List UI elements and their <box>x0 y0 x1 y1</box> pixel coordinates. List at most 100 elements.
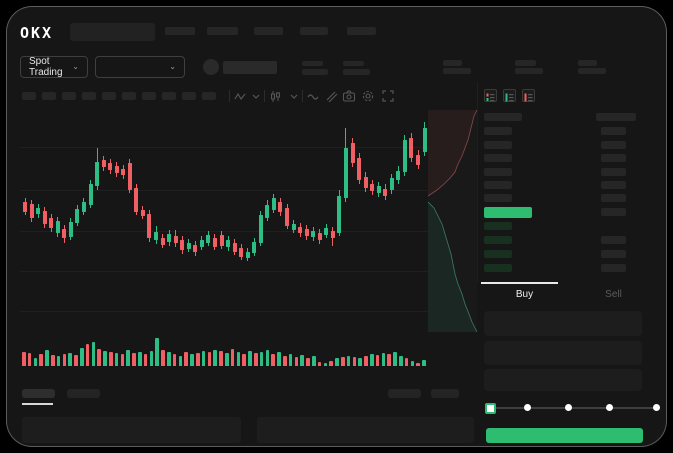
pair-select-dropdown[interactable]: ⌄ <box>95 56 185 78</box>
amount-input[interactable] <box>484 341 642 365</box>
orders-tab[interactable] <box>67 389 100 398</box>
candlestick-chart[interactable] <box>20 108 428 332</box>
depth-chart[interactable] <box>427 109 478 333</box>
total-input[interactable] <box>484 369 642 391</box>
candle-body <box>49 218 54 228</box>
timeframe-button-placeholder[interactable] <box>162 92 176 100</box>
ask-amount-placeholder <box>601 194 626 202</box>
candle-body <box>81 202 86 212</box>
timeframe-button-placeholder[interactable] <box>182 92 196 100</box>
volume-bar <box>259 352 264 366</box>
orders-filter[interactable] <box>431 389 459 398</box>
ticker-stat-value-placeholder <box>443 68 471 74</box>
candle-body <box>370 184 375 191</box>
candle-body <box>55 221 60 233</box>
nav-item-placeholder[interactable] <box>254 27 283 35</box>
candle-body <box>167 234 172 242</box>
candle-body <box>416 155 420 165</box>
volume-bar <box>201 351 206 366</box>
volume-bar <box>242 354 246 366</box>
candle-body <box>108 163 113 170</box>
market-type-dropdown[interactable]: Spot Trading ⌄ <box>20 56 88 78</box>
slider-stop-dot[interactable] <box>653 404 660 411</box>
tab-buy[interactable]: Buy <box>515 289 534 300</box>
volume-bar <box>381 353 386 366</box>
buy-submit-button[interactable] <box>486 428 643 443</box>
volume-bar <box>370 354 374 366</box>
candle-body <box>239 248 244 257</box>
candle-style-icon[interactable] <box>269 90 282 103</box>
ticker-stat-value-placeholder <box>302 69 328 75</box>
orderbook-bids-view-icon[interactable] <box>503 89 516 102</box>
candle-body <box>409 138 414 158</box>
slider-stop-dot[interactable] <box>524 404 531 411</box>
camera-snapshot-icon[interactable] <box>342 89 356 103</box>
ask-price-placeholder <box>484 127 512 135</box>
gridline <box>20 231 428 232</box>
chevron-down-icon[interactable] <box>251 92 261 102</box>
timeframe-button-placeholder[interactable] <box>142 92 156 100</box>
timeframe-button-placeholder[interactable] <box>202 92 216 100</box>
ask-amount-placeholder <box>601 168 626 176</box>
candle-body <box>23 202 27 212</box>
ask-amount-placeholder <box>601 208 626 216</box>
search-input[interactable] <box>70 23 155 41</box>
volume-bar <box>62 354 67 366</box>
okx-logo[interactable]: OKX <box>20 24 54 42</box>
volume-bar <box>393 352 397 366</box>
orderbook-header-amount <box>596 113 636 121</box>
timeframe-button-placeholder[interactable] <box>82 92 96 100</box>
timeframe-button-placeholder[interactable] <box>22 92 36 100</box>
volume-bar <box>114 353 119 366</box>
volume-bar <box>410 361 415 366</box>
fullscreen-icon[interactable] <box>381 89 395 103</box>
candle-body <box>245 252 250 258</box>
candle-body <box>357 158 362 180</box>
orderbook-split-view-icon[interactable] <box>484 89 497 102</box>
timeframe-button-placeholder[interactable] <box>122 92 136 100</box>
volume-bar <box>155 338 159 366</box>
timeframe-button-placeholder[interactable] <box>62 92 76 100</box>
draw-tools-icon[interactable] <box>324 89 338 103</box>
ask-amount-placeholder <box>601 181 626 189</box>
indicator-wave-icon[interactable] <box>307 90 320 103</box>
bid-price-placeholder <box>484 236 512 244</box>
candle-body <box>317 233 322 240</box>
nav-item-placeholder[interactable] <box>207 27 238 35</box>
candle-body <box>95 162 100 186</box>
volume-bar <box>85 344 90 366</box>
volume-bar <box>126 350 130 366</box>
amount-slider-handle[interactable] <box>485 403 496 414</box>
orderbook-asks-view-icon[interactable] <box>522 89 535 102</box>
orderbook-header-price <box>484 113 522 121</box>
orders-filter[interactable] <box>388 389 421 398</box>
timeframe-button-placeholder[interactable] <box>102 92 116 100</box>
nav-item-placeholder[interactable] <box>347 27 376 35</box>
volume-bar <box>230 349 235 366</box>
slider-stop-dot[interactable] <box>606 404 613 411</box>
orders-tab-active[interactable] <box>22 389 55 398</box>
volume-bar <box>80 348 84 366</box>
indicator-zigzag-icon[interactable] <box>234 90 247 103</box>
chevron-down-icon[interactable] <box>289 92 299 102</box>
nav-item-placeholder[interactable] <box>165 27 195 35</box>
nav-item-placeholder[interactable] <box>300 27 328 35</box>
candle-body <box>160 238 165 245</box>
volume-chart <box>20 338 428 366</box>
chevron-down-icon: ⌄ <box>169 62 176 71</box>
candle-body <box>278 202 283 212</box>
tab-sell[interactable]: Sell <box>605 289 622 300</box>
settings-gear-icon[interactable] <box>361 89 375 103</box>
ticker-stat-label-placeholder <box>343 61 364 66</box>
ask-price-placeholder <box>484 168 512 176</box>
timeframe-button-placeholder[interactable] <box>42 92 56 100</box>
candle-body <box>186 243 191 249</box>
slider-stop-dot[interactable] <box>565 404 572 411</box>
amount-slider-track[interactable] <box>490 407 654 409</box>
price-input[interactable] <box>484 311 642 336</box>
ask-price-placeholder <box>484 181 512 189</box>
ask-amount-placeholder <box>601 154 626 162</box>
volume-bar <box>416 363 420 366</box>
volume-bar <box>346 356 351 366</box>
volume-bar <box>97 349 101 366</box>
